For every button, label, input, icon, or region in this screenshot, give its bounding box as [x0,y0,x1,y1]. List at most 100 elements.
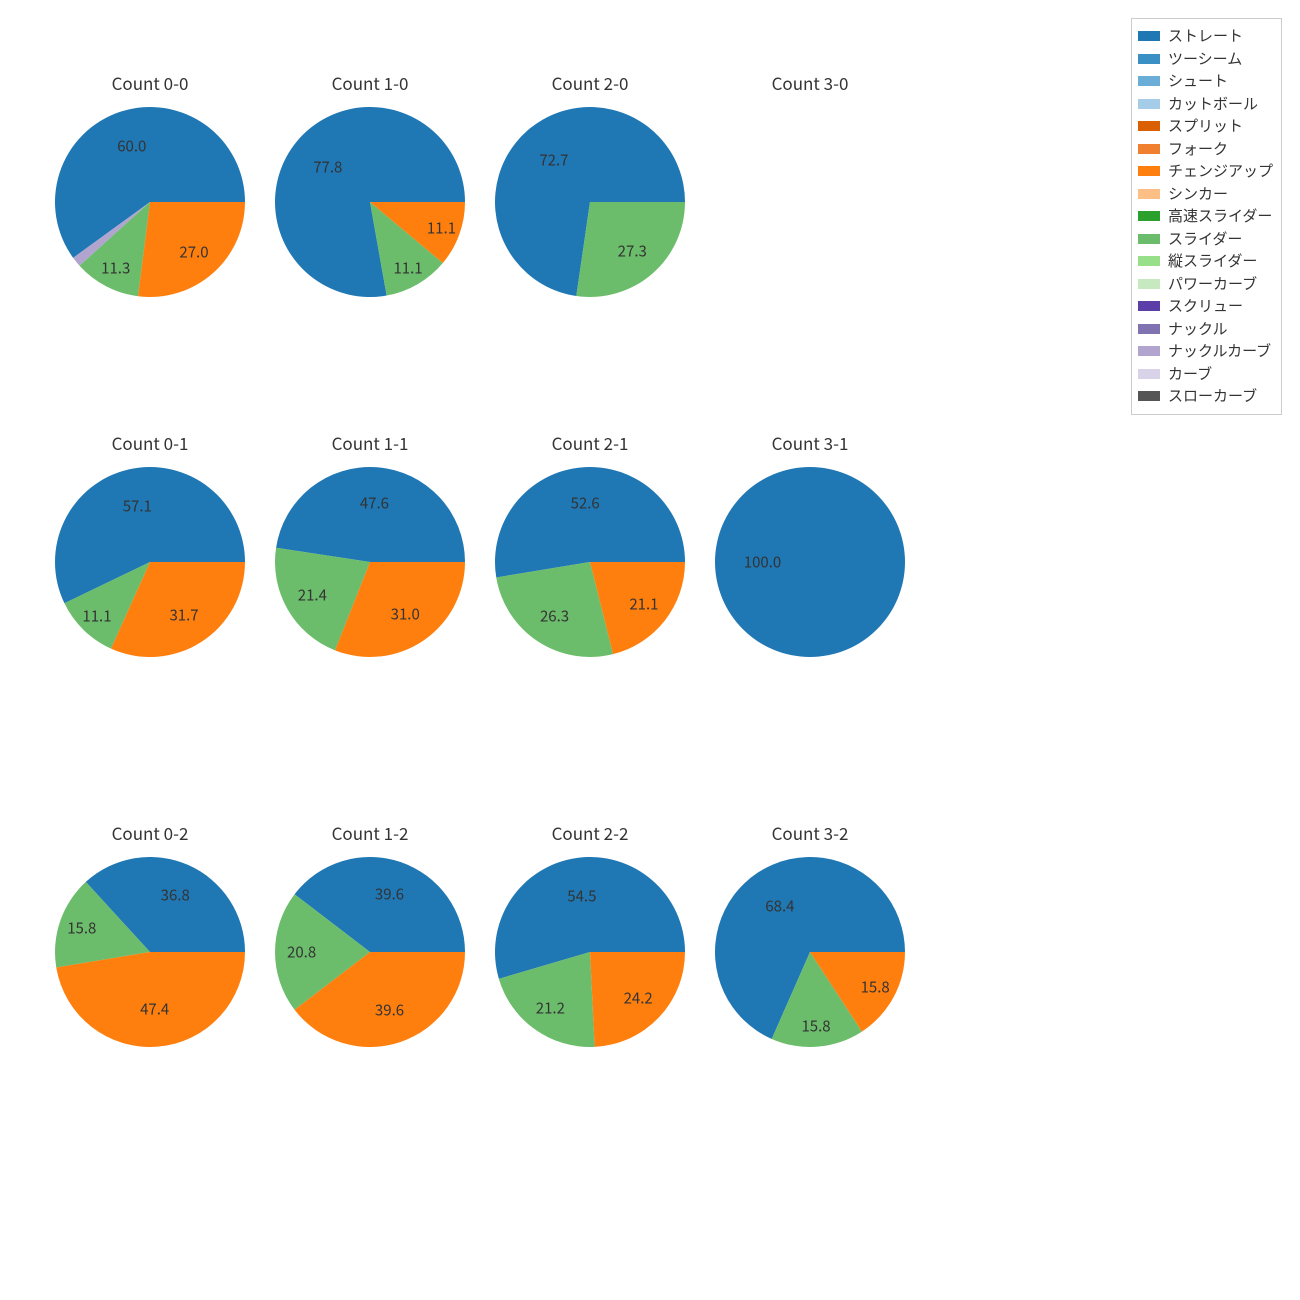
pie-slice [56,952,245,1047]
legend-swatch [1138,76,1160,86]
pie-wrap: 36.815.847.4 [55,857,245,1047]
legend-item: スプリット [1138,115,1273,138]
legend-item: ツーシーム [1138,48,1273,71]
legend-label: シンカー [1168,183,1228,206]
legend-label: ナックルカーブ [1168,340,1271,363]
legend-swatch [1138,144,1160,154]
legend-item: スライダー [1138,228,1273,251]
pie-wrap: 100.0 [715,467,905,657]
pie-chart [275,857,465,1047]
legend-item: スローカーブ [1138,385,1273,408]
pie-panel-c10: Count 1-077.811.111.1 [260,70,480,297]
pie-panel-c32: Count 3-2 68.415.815.8 [700,820,920,1047]
legend-item: カットボール [1138,93,1273,116]
pie-wrap: 52.626.321.1 [495,467,685,657]
legend-label: ナックル [1168,318,1228,341]
legend-label: カットボール [1168,93,1258,116]
legend-item: チェンジアップ [1138,160,1273,183]
pie-slice [715,467,905,657]
pie-panel-c01: Count 0-1 57.111.131.7 [40,430,260,657]
pie-chart [275,467,465,657]
legend-label: チェンジアップ [1168,160,1273,183]
panel-title: Count 2-2 [480,820,700,845]
pie-chart [275,107,465,297]
legend-item: ナックル [1138,318,1273,341]
panel-title: Count 3-1 [700,430,920,455]
legend-label: スローカーブ [1168,385,1257,408]
legend-swatch [1138,369,1160,379]
pie-wrap: 57.111.131.7 [55,467,245,657]
pie-chart [55,467,245,657]
legend-item: スクリュー [1138,295,1273,318]
pie-slice [495,467,685,577]
legend-label: シュート [1168,70,1228,93]
pie-panel-c22: Count 2-2 54.521.224.2 [480,820,700,1047]
legend-item: シュート [1138,70,1273,93]
pie-chart [495,857,685,1047]
pie-chart [495,107,685,297]
legend-item: シンカー [1138,183,1273,206]
pie-chart [715,467,905,657]
panel-title: Count 1-1 [260,430,480,455]
legend-item: ストレート [1138,25,1273,48]
pie-chart [55,107,245,297]
pie-panel-c12: Count 1-239.620.839.6 [260,820,480,1047]
legend-swatch [1138,346,1160,356]
pie-panel-c02: Count 0-2 36.815.847.4 [40,820,260,1047]
pie-chart [55,857,245,1047]
pie-wrap: 54.521.224.2 [495,857,685,1047]
pie-panel-c21: Count 2-1 52.626.321.1 [480,430,700,657]
pie-wrap: 47.621.431.0 [275,467,465,657]
pie-panel-c11: Count 1-1 47.621.431.0 [260,430,480,657]
pie-wrap: 60.011.327.0 [55,107,245,297]
panel-title: Count 3-0 [700,70,920,95]
legend-swatch [1138,211,1160,221]
legend-swatch [1138,324,1160,334]
legend-label: スクリュー [1168,295,1243,318]
panel-title: Count 2-1 [480,430,700,455]
panel-title: Count 0-1 [40,430,260,455]
legend-item: 縦スライダー [1138,250,1273,273]
figure: ストレートツーシームシュートカットボールスプリットフォークチェンジアップシンカー… [0,0,1300,1300]
panel-title: Count 2-0 [480,70,700,95]
legend-swatch [1138,166,1160,176]
legend-swatch [1138,256,1160,266]
legend-item: カーブ [1138,363,1273,386]
pie-wrap: 77.811.111.1 [275,107,465,297]
legend-label: スプリット [1168,115,1243,138]
pie-wrap: 68.415.815.8 [715,857,905,1047]
legend-swatch [1138,121,1160,131]
legend: ストレートツーシームシュートカットボールスプリットフォークチェンジアップシンカー… [1131,18,1282,415]
legend-label: 高速スライダー [1168,205,1272,228]
legend-label: フォーク [1168,138,1228,161]
legend-label: スライダー [1168,228,1242,251]
panel-title: Count 1-2 [260,820,480,845]
panel-title: Count 0-0 [40,70,260,95]
pie-slice [590,952,685,1047]
legend-item: パワーカーブ [1138,273,1273,296]
legend-item: ナックルカーブ [1138,340,1273,363]
pie-slice [576,202,685,297]
pie-wrap: 72.727.3 [495,107,685,297]
legend-label: パワーカーブ [1168,273,1257,296]
pie-panel-c00: Count 0-0 60.011.327.0 [40,70,260,297]
legend-label: ツーシーム [1168,48,1242,71]
legend-swatch [1138,301,1160,311]
legend-label: 縦スライダー [1168,250,1257,273]
legend-swatch [1138,54,1160,64]
legend-swatch [1138,189,1160,199]
pie-slice [138,202,245,297]
pie-slice [276,467,465,562]
legend-label: ストレート [1168,25,1243,48]
panel-title: Count 3-2 [700,820,920,845]
pie-panel-c20: Count 2-0 72.727.3 [480,70,700,297]
legend-swatch [1138,279,1160,289]
legend-swatch [1138,99,1160,109]
legend-swatch [1138,31,1160,41]
legend-swatch [1138,234,1160,244]
legend-item: フォーク [1138,138,1273,161]
pie-chart [495,467,685,657]
pie-chart [715,857,905,1047]
legend-item: 高速スライダー [1138,205,1273,228]
panel-title: Count 0-2 [40,820,260,845]
